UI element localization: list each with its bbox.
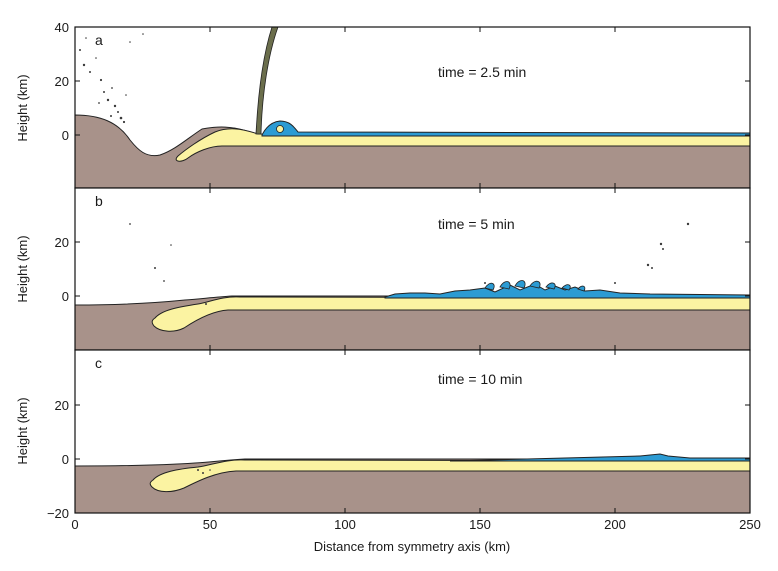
panel-c-water-layer [449,453,751,462]
panel-a: 40 20 0 a time = 2.5 min Height (km) [15,20,751,189]
xtick-50: 50 [203,517,217,532]
panel-c-letter: c [95,355,102,371]
panel-b-sediment-layer [151,296,751,332]
panel-c-ylabel: Height (km) [15,397,30,464]
panel-b-ytick-0: 0 [62,289,69,304]
panel-b-letter: b [95,193,103,209]
panel-a-ejecta-particles [79,33,144,124]
panel-c-time-label: time = 10 min [438,371,522,387]
panel-a-ytick-0: 0 [62,128,69,143]
panel-a-water-layer [261,120,751,137]
panel-c: 20 0 −20 c time = 10 min Height (km) [15,349,751,521]
panel-a-ylabel: Height (km) [15,74,30,141]
panel-a-time-label: time = 2.5 min [438,64,526,80]
panel-a-y-ticks [75,26,750,136]
panel-b-ejecta-particles [129,222,690,305]
panel-b: 20 0 b time = 5 min Height (km) [15,187,751,351]
xtick-100: 100 [334,517,356,532]
panel-a-ytick-20: 20 [55,74,69,89]
xtick-200: 200 [604,517,626,532]
panel-a-ytick-40: 40 [55,20,69,35]
panel-c-rock-layer [74,458,751,514]
xtick-0: 0 [71,517,78,532]
panel-c-ytick-minus20: −20 [47,506,69,521]
panel-b-x-ticks [209,188,616,350]
panel-b-ylabel: Height (km) [15,235,30,302]
xtick-150: 150 [469,517,491,532]
panel-c-x-ticks [209,350,616,513]
x-axis-title: Distance from symmetry axis (km) [314,539,510,554]
panel-b-time-label: time = 5 min [438,216,515,232]
panel-b-ytick-20: 20 [55,235,69,250]
xtick-250: 250 [739,517,761,532]
panel-b-water-layer [384,283,751,299]
panel-c-y-ticks [75,404,750,460]
panel-c-frame [74,349,751,514]
panel-c-sediment-layer [149,459,751,493]
panel-c-ytick-0: 0 [62,452,69,467]
panel-a-letter: a [95,32,103,48]
x-axis: 0 50 100 150 200 250 Distance from symme… [71,517,760,554]
panel-b-y-ticks [75,241,750,297]
panel-b-breaking-wave-crests [484,280,586,292]
panel-c-ytick-20: 20 [55,398,69,413]
panel-a-water-vortex [276,125,284,133]
panel-a-x-ticks [209,27,616,188]
panel-c-ejecta-particles [197,469,211,474]
